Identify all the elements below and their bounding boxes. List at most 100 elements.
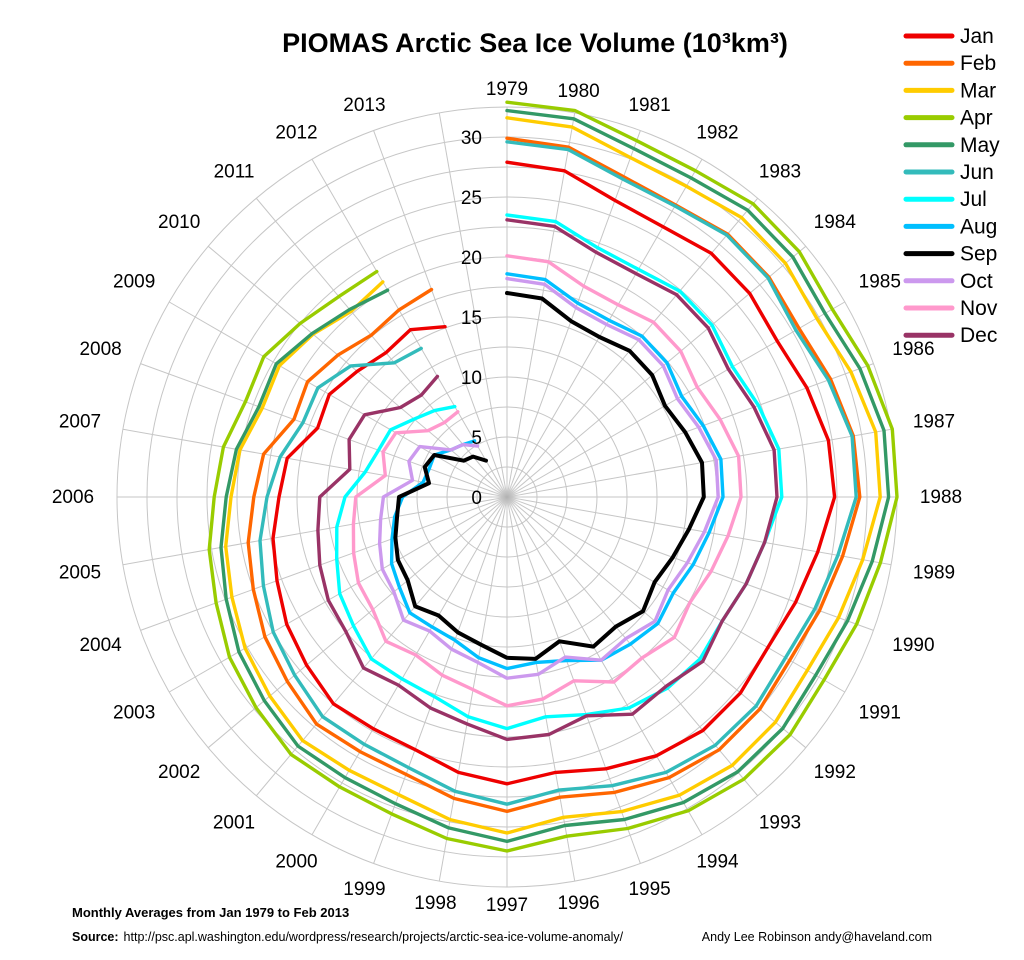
legend-item-dec: Dec (903, 324, 997, 347)
radial-axis-labels: 0 5 10 15 20 25 30 (461, 128, 482, 509)
radial-tick-label-0: 0 (471, 488, 482, 509)
series-line-nov (351, 254, 743, 708)
grid-spoke (438, 112, 508, 498)
grid-spoke (169, 496, 508, 693)
year-label-1984: 1984 (814, 212, 857, 233)
year-label-1982: 1982 (696, 122, 738, 143)
series-line-dec (316, 218, 779, 742)
year-label-2004: 2004 (79, 635, 122, 656)
year-label-1981: 1981 (628, 95, 670, 116)
legend-label-dec: Dec (960, 324, 997, 347)
grid-spoke (506, 197, 759, 498)
legend-item-sep: Sep (903, 243, 997, 266)
series-lines (207, 100, 899, 853)
year-label-2001: 2001 (213, 812, 255, 833)
year-label-1996: 1996 (557, 893, 599, 914)
radial-tick-label-10: 10 (461, 368, 482, 389)
legend-label-oct: Oct (960, 270, 993, 293)
legend-item-aug: Aug (903, 215, 997, 238)
year-label-2011: 2011 (214, 162, 255, 183)
year-label-2005: 2005 (59, 562, 101, 583)
year-label-1994: 1994 (696, 852, 739, 873)
year-label-2012: 2012 (275, 122, 317, 143)
grid-spoke (506, 496, 892, 566)
legend: Jan Feb Mar Apr May Jun Jul Aug Sep Oct Nov Dec (903, 25, 1000, 347)
grid-spoke (122, 428, 508, 498)
year-label-2000: 2000 (275, 852, 317, 873)
year-label-1985: 1985 (859, 272, 901, 293)
series-line-jan (271, 160, 837, 786)
year-label-2010: 2010 (158, 212, 200, 233)
year-label-1990: 1990 (892, 635, 934, 656)
legend-item-oct: Oct (903, 270, 993, 293)
credit: Andy Lee Robinson andy@haveland.com (702, 930, 932, 944)
year-label-2013: 2013 (343, 95, 385, 116)
series-line-oct (377, 276, 720, 680)
radial-tick-label-25: 25 (461, 188, 482, 209)
year-label-1986: 1986 (892, 339, 934, 360)
year-label-2008: 2008 (79, 339, 121, 360)
grid-spoke (140, 363, 508, 498)
grid-spoke (255, 197, 508, 498)
year-label-1987: 1987 (913, 412, 955, 433)
grid-spoke (373, 496, 508, 864)
series-line-feb (246, 136, 862, 814)
radial-tick-label-20: 20 (461, 248, 482, 269)
legend-item-may: May (903, 134, 1000, 157)
legend-label-aug: Aug (960, 215, 997, 238)
legend-label-jul: Jul (960, 188, 987, 211)
grid-spoke (255, 496, 508, 797)
year-label-1998: 1998 (414, 893, 456, 914)
year-label-2006: 2006 (52, 487, 94, 508)
year-label-2002: 2002 (158, 762, 200, 783)
grid-center-hub (492, 482, 522, 512)
grid-spoke (506, 496, 703, 835)
legend-item-apr: Apr (903, 107, 993, 130)
legend-item-feb: Feb (903, 52, 996, 75)
year-label-1988: 1988 (920, 487, 962, 508)
year-label-1980: 1980 (557, 81, 599, 102)
year-labels: 1979 1980 1981 1982 1983 1984 1985 1986 1987 1988… (52, 79, 962, 916)
source-line: Source: http://psc.apl.washington.edu/wor… (72, 930, 624, 944)
series-line-jul (335, 213, 784, 731)
series-line-mar (223, 116, 882, 835)
legend-label-apr: Apr (960, 107, 993, 130)
legend-label-jun: Jun (960, 161, 994, 184)
grid-spoke (506, 245, 807, 498)
legend-item-mar: Mar (903, 79, 996, 102)
grid-spoke (506, 301, 845, 498)
grid-spoke (373, 130, 508, 498)
source-url: http://psc.apl.washington.edu/wordpress/… (124, 930, 624, 944)
series-line-may (219, 108, 891, 844)
footer-note: Monthly Averages from Jan 1979 to Feb 20… (72, 905, 349, 920)
grid-spoke (140, 496, 508, 631)
grid-spoke (506, 496, 874, 631)
legend-item-jan: Jan (903, 25, 994, 48)
series-line-aug (389, 272, 725, 671)
year-label-1993: 1993 (759, 812, 801, 833)
radial-tick-label-15: 15 (461, 308, 482, 329)
year-label-1992: 1992 (814, 762, 856, 783)
legend-label-nov: Nov (960, 297, 998, 320)
legend-label-jan: Jan (960, 25, 994, 48)
legend-label-sep: Sep (960, 243, 997, 266)
source-label: Source: (72, 930, 119, 944)
legend-label-may: May (960, 134, 1000, 157)
grid-spoke (207, 496, 508, 749)
year-label-1999: 1999 (343, 879, 385, 900)
legend-item-jun: Jun (903, 161, 994, 184)
year-label-1995: 1995 (628, 879, 670, 900)
series-line-sep (393, 291, 706, 661)
year-label-1979: 1979 (486, 79, 528, 100)
legend-item-nov: Nov (903, 297, 998, 320)
year-label-1991: 1991 (859, 702, 901, 723)
grid-spoke (122, 496, 508, 566)
year-label-1997: 1997 (486, 895, 528, 916)
grid-spoke (506, 130, 641, 498)
grid-spoke (506, 112, 576, 498)
radial-tick-label-5: 5 (471, 428, 482, 449)
radial-tick-label-30: 30 (461, 128, 482, 149)
legend-label-mar: Mar (960, 79, 996, 102)
grid-spoke (169, 301, 508, 498)
